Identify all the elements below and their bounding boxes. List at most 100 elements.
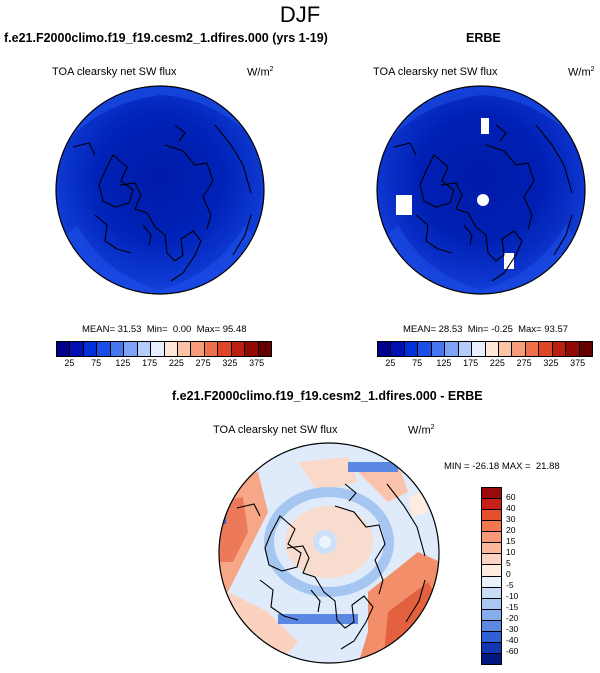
colorbar-swatch: [418, 342, 432, 356]
colorbar-tick-label: 75: [91, 358, 102, 368]
colorbar-swatch: [525, 342, 540, 356]
panel3-colorbar: [481, 487, 502, 665]
colorbar-tick-label: 10: [506, 547, 516, 557]
colorbar-swatch: [482, 554, 501, 566]
colorbar-tick-label: -10: [506, 591, 519, 601]
colorbar-swatch: [482, 598, 501, 610]
colorbar-swatch: [482, 653, 501, 664]
panel2-units: W/m2: [568, 66, 595, 79]
colorbar-swatch: [552, 342, 567, 356]
colorbar-swatch: [482, 499, 501, 511]
colorbar-tick-label: 60: [506, 492, 516, 502]
colorbar-tick-label: 225: [168, 358, 184, 368]
page-title: DJF: [279, 2, 321, 27]
colorbar-swatch: [391, 342, 405, 356]
colorbar-swatch: [485, 342, 499, 356]
colorbar-swatch: [482, 521, 501, 533]
colorbar-tick-label: 375: [570, 358, 586, 368]
colorbar-swatch: [482, 642, 501, 654]
colorbar-swatch: [204, 342, 219, 356]
colorbar-tick-label: 175: [463, 358, 479, 368]
panel3-stats: MIN = -26.18 MAX = 21.88: [444, 461, 560, 472]
colorbar-tick-label: -30: [506, 624, 519, 634]
colorbar-tick-label: 5: [506, 558, 511, 568]
colorbar-swatch: [431, 342, 446, 356]
colorbar-tick-label: 20: [506, 525, 516, 535]
colorbar-swatch: [482, 631, 501, 643]
colorbar-tick-label: 30: [506, 514, 516, 524]
colorbar-swatch: [445, 342, 459, 356]
colorbar-swatch: [482, 510, 501, 522]
colorbar-swatch: [458, 342, 473, 356]
panel1-coastlines: [72, 124, 252, 282]
panel3-colorbar-labels: 60 40 30 20 15 10 5 0 -5 -10 -15 -20 -30 -40 -60: [506, 487, 536, 663]
panel1-case-title: f.e21.F2000climo.f19_f19.cesm2_1.dfires.…: [4, 31, 328, 45]
colorbar-swatch: [218, 342, 232, 356]
panel2-polar-map: [376, 85, 586, 295]
colorbar-swatch: [97, 342, 111, 356]
colorbar-swatch: [191, 342, 205, 356]
panel1-units: W/m2: [247, 66, 274, 79]
panel2-case-title: ERBE: [466, 31, 501, 45]
colorbar-tick-label: 325: [543, 358, 559, 368]
panel2-variable: TOA clearsky net SW flux: [373, 66, 498, 78]
colorbar-swatch: [177, 342, 192, 356]
panel2-coastlines: [393, 124, 573, 282]
panel3-units: W/m2: [408, 424, 435, 437]
colorbar-swatch: [566, 342, 580, 356]
colorbar-swatch: [482, 609, 501, 621]
colorbar-swatch: [83, 342, 98, 356]
panel1-variable: TOA clearsky net SW flux: [52, 66, 177, 78]
colorbar-swatch: [151, 342, 165, 356]
panel1-stats: MEAN= 31.53 Min= 0.00 Max= 95.48: [82, 324, 247, 335]
colorbar-swatch: [482, 620, 501, 632]
colorbar-swatch: [70, 342, 84, 356]
colorbar-tick-label: 325: [222, 358, 238, 368]
panel2-missing-data: [396, 118, 514, 269]
panel3-case-title: f.e21.F2000climo.f19_f19.cesm2_1.dfires.…: [172, 389, 483, 403]
panel2-colorbar-labels: 25 75 125 175 225 275 325 375: [377, 358, 591, 370]
colorbar-tick-label: 175: [142, 358, 158, 368]
colorbar-tick-label: 275: [195, 358, 211, 368]
panel3-polar-map: [218, 442, 440, 664]
colorbar-swatch: [404, 342, 419, 356]
colorbar-swatch: [482, 543, 501, 555]
colorbar-swatch: [124, 342, 138, 356]
colorbar-swatch: [482, 565, 501, 577]
colorbar-swatch: [231, 342, 246, 356]
panel3-coastlines: [236, 483, 426, 650]
colorbar-swatch: [472, 342, 486, 356]
panel3-variable: TOA clearsky net SW flux: [213, 424, 338, 436]
colorbar-tick-label: -15: [506, 602, 519, 612]
colorbar-tick-label: 0: [506, 569, 511, 579]
colorbar-tick-label: 15: [506, 536, 516, 546]
panel1-polar-map: [55, 85, 265, 295]
colorbar-swatch: [378, 342, 392, 356]
colorbar-tick-label: -20: [506, 613, 519, 623]
colorbar-swatch: [110, 342, 125, 356]
panel2-stats: MEAN= 28.53 Min= -0.25 Max= 93.57: [403, 324, 569, 335]
colorbar-tick-label: 275: [516, 358, 532, 368]
panel1-colorbar-labels: 25 75 125 175 225 275 325 375: [56, 358, 270, 370]
colorbar-swatch: [137, 342, 152, 356]
colorbar-swatch: [482, 576, 501, 588]
colorbar-swatch: [579, 342, 592, 356]
colorbar-tick-label: -5: [506, 580, 514, 590]
colorbar-swatch: [482, 532, 501, 544]
panel2-colorbar: [377, 341, 593, 357]
colorbar-tick-label: 375: [249, 358, 265, 368]
colorbar-swatch: [482, 587, 501, 599]
colorbar-swatch: [258, 342, 271, 356]
panel1-map-field: [56, 86, 264, 294]
colorbar-tick-label: -60: [506, 646, 519, 656]
colorbar-tick-label: 25: [64, 358, 75, 368]
colorbar-swatch: [245, 342, 259, 356]
colorbar-tick-label: 40: [506, 503, 516, 513]
colorbar-tick-label: 225: [489, 358, 505, 368]
colorbar-swatch: [57, 342, 71, 356]
colorbar-tick-label: 125: [115, 358, 131, 368]
colorbar-swatch: [164, 342, 178, 356]
colorbar-tick-label: 125: [436, 358, 452, 368]
panel1-colorbar: [56, 341, 272, 357]
colorbar-swatch: [498, 342, 513, 356]
